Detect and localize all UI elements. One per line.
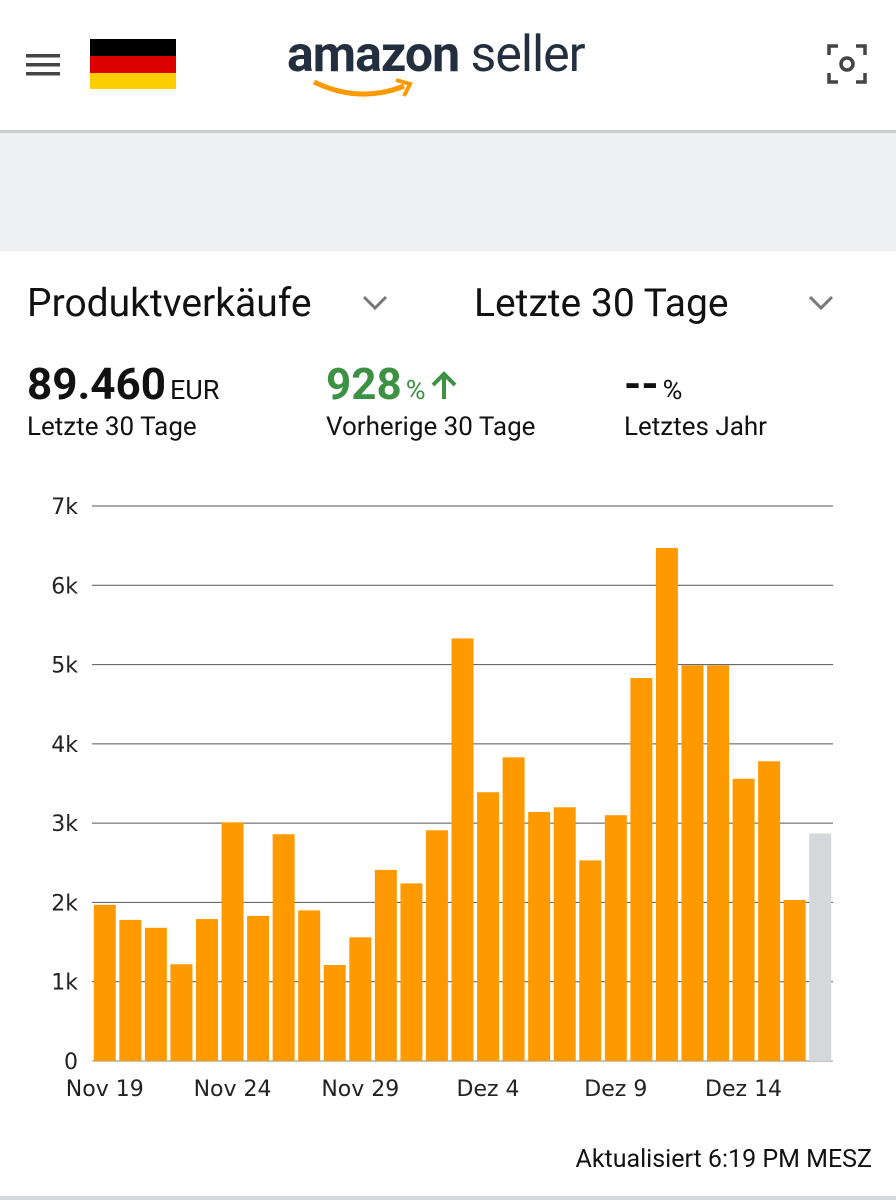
bar: [195, 919, 218, 1061]
bar: [323, 965, 346, 1061]
summary-unit: %: [662, 374, 683, 406]
summary-unit: EUR: [169, 374, 220, 406]
bar: [630, 678, 653, 1061]
bar: [221, 822, 244, 1061]
bar: [655, 548, 678, 1061]
bar: [374, 869, 397, 1061]
logo-brand: amazon: [287, 26, 460, 84]
bar: [119, 919, 142, 1061]
summary-value: 928: [326, 358, 402, 410]
summary-label: Letzte 30 Tage: [27, 412, 197, 442]
x-tick-label: Nov 24: [194, 1077, 272, 1102]
bar: [144, 927, 167, 1061]
summary-label: Vorherige 30 Tage: [326, 412, 536, 442]
summary-item: 89.460 EUR Letzte 30 Tage: [27, 358, 219, 442]
bar: [809, 833, 832, 1061]
y-tick-label: 3k: [51, 812, 78, 837]
bar: [681, 665, 704, 1061]
bar: [707, 665, 730, 1061]
bar: [477, 792, 500, 1061]
bar: [502, 757, 525, 1061]
y-tick-label: 1k: [51, 971, 78, 996]
x-tick-label: Dez 9: [584, 1077, 647, 1102]
summary-item: 928 % Vorherige 30 Tage: [326, 358, 535, 442]
updated-note: Aktualisiert 6:19 PM MESZ: [575, 1145, 872, 1174]
bar: [451, 638, 474, 1061]
y-tick-label: 7k: [51, 495, 78, 520]
bar: [170, 964, 193, 1061]
logo: amazon seller: [287, 26, 586, 84]
banner-area: [0, 133, 896, 251]
period-selector[interactable]: Letzte 30 Tage: [474, 280, 729, 326]
bar: [579, 860, 602, 1061]
y-tick-label: 6k: [51, 574, 78, 599]
chevron[interactable]: [362, 294, 388, 312]
bar: [349, 937, 372, 1061]
chevron[interactable]: [808, 294, 834, 312]
bar: [758, 761, 781, 1061]
bar: [272, 834, 295, 1061]
summary-value: --: [624, 358, 659, 410]
x-tick-label: Nov 29: [321, 1077, 399, 1102]
chart: 0 1k 2k 3k 4k 5k 6k 7k Nov 19 Nov 24 Nov 29 Dez 4 De…: [51, 495, 833, 1102]
bar: [93, 904, 116, 1061]
metric-selector[interactable]: Produktverkäufe: [27, 280, 312, 326]
bar: [425, 830, 448, 1061]
up-arrow: [432, 371, 457, 399]
header: amazon seller: [0, 0, 896, 133]
bar: [528, 812, 551, 1061]
bar: [604, 815, 627, 1061]
logo-smile: [312, 78, 413, 97]
summary-value: 89.460: [27, 358, 166, 410]
bar: [298, 910, 321, 1061]
bar: [400, 883, 423, 1061]
x-tick-label: Dez 14: [705, 1077, 782, 1102]
bar: [553, 807, 576, 1061]
x-tick-label: Dez 4: [457, 1077, 520, 1102]
summary-label: Letztes Jahr: [624, 412, 767, 442]
y-tick-label: 5k: [51, 654, 78, 679]
flag-de[interactable]: [90, 39, 176, 89]
y-tick-label: 4k: [51, 733, 78, 758]
bar: [247, 915, 270, 1061]
y-tick-label: 2k: [51, 891, 78, 916]
menu-icon[interactable]: [26, 52, 62, 78]
bar: [783, 900, 806, 1061]
bottom-border: [0, 1196, 896, 1200]
scan-icon[interactable]: [826, 43, 868, 85]
summary-unit: %: [405, 374, 426, 406]
bar: [732, 778, 755, 1061]
x-tick-label: Nov 19: [66, 1077, 144, 1102]
logo-product: seller: [470, 26, 586, 84]
summary-item: -- % Letztes Jahr: [624, 358, 767, 442]
y-tick-label: 0: [64, 1050, 78, 1075]
